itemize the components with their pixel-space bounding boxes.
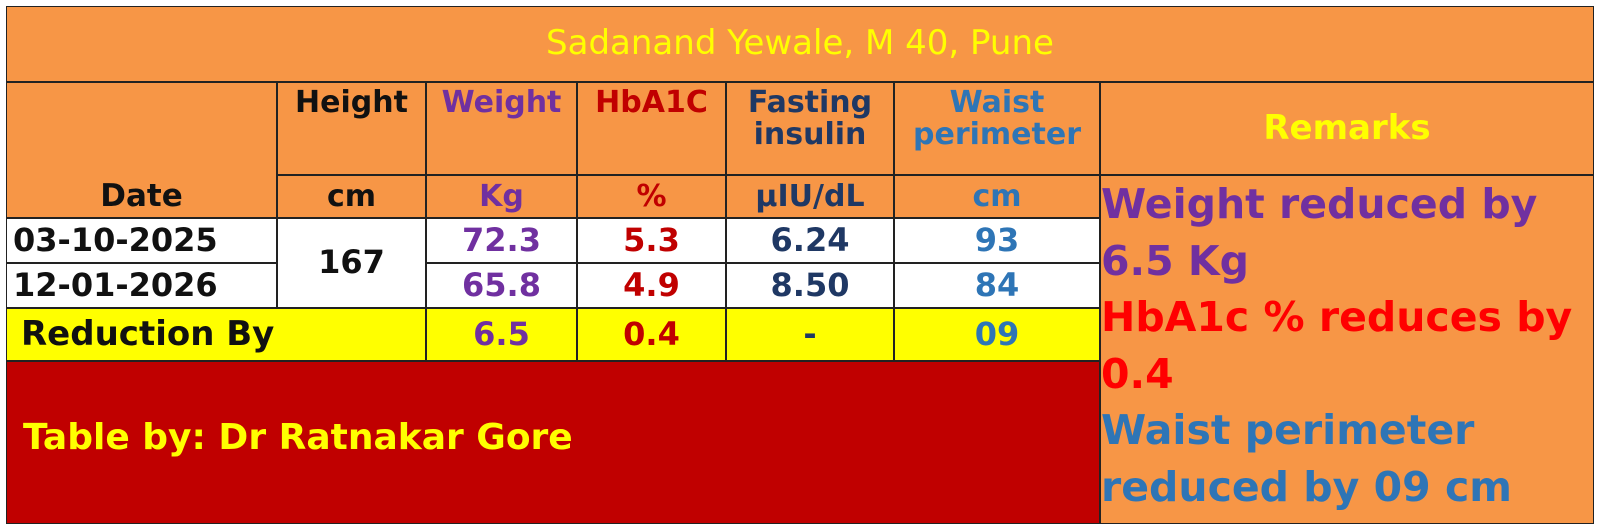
remark-line: Weight reduced by 6.5 Kg (1101, 180, 1538, 285)
unit-cell: % (577, 175, 726, 218)
value-cell: 4.9 (577, 263, 726, 308)
footer: Table by: Dr Ratnakar Gore (6, 361, 1100, 524)
header-cell: Fasting insulin (726, 82, 894, 175)
reduction-label: Reduction By (6, 308, 426, 361)
unit-cell: Kg (426, 175, 577, 218)
reduction-value: - (726, 308, 894, 361)
value-cell: 6.24 (726, 218, 894, 263)
height-cell: 167 (277, 218, 426, 308)
reduction-value: 6.5 (426, 308, 577, 361)
remarks-title: Remarks (1100, 82, 1594, 175)
header-cell: Height (277, 82, 426, 175)
value-cell: 5.3 (577, 218, 726, 263)
value-cell: 72.3 (426, 218, 577, 263)
unit-cell: cm (894, 175, 1100, 218)
date-cell: 12-01-2026 (6, 263, 277, 308)
date-cell: 03-10-2025 (6, 218, 277, 263)
remark-line: Waist perimeter reduced by 09 cm (1101, 406, 1513, 511)
reduction-value: 09 (894, 308, 1100, 361)
remarks-body: Weight reduced by 6.5 Kg HbA1c % reduces … (1100, 175, 1594, 524)
header-cell: Date (6, 82, 277, 218)
reduction-value: 0.4 (577, 308, 726, 361)
value-cell: 8.50 (726, 263, 894, 308)
header-cell: Waist perimeter (894, 82, 1100, 175)
value-cell: 93 (894, 218, 1100, 263)
value-cell: 84 (894, 263, 1100, 308)
value-cell: 65.8 (426, 263, 577, 308)
title: Sadanand Yewale, M 40, Pune (6, 6, 1594, 82)
unit-cell: cm (277, 175, 426, 218)
remark-line: HbA1c % reduces by 0.4 (1101, 293, 1573, 398)
unit-cell: µIU/dL (726, 175, 894, 218)
header-cell: Weight (426, 82, 577, 175)
header-cell: HbA1C (577, 82, 726, 175)
